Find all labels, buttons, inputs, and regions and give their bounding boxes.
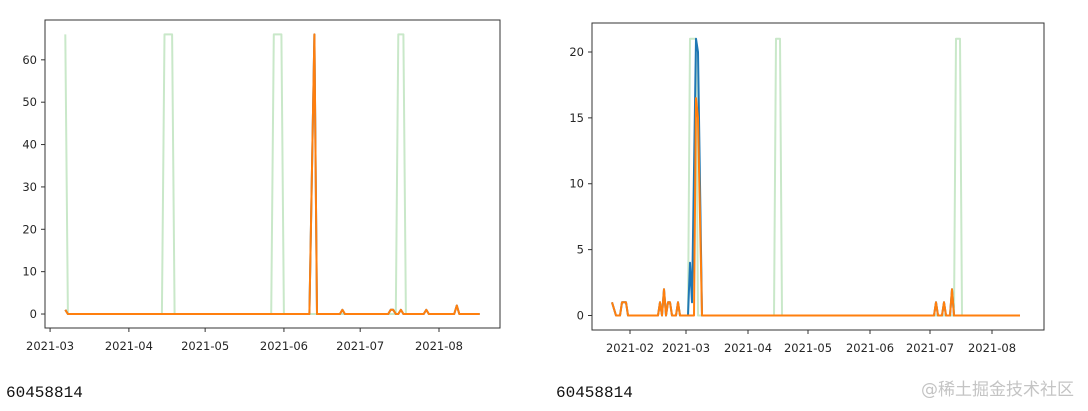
y-tick-label: 50 bbox=[22, 95, 37, 109]
x-tick-label: 2021-02 bbox=[606, 341, 654, 355]
y-tick-label: 5 bbox=[577, 243, 584, 257]
x-tick-label: 2021-03 bbox=[26, 339, 74, 353]
y-tick-label: 10 bbox=[22, 265, 37, 279]
x-tick-label: 2021-08 bbox=[415, 339, 463, 353]
y-tick-label: 30 bbox=[22, 180, 37, 194]
chart-2: 0 5 10 15 20 2021-02 2021-03 2021-04 2021-05 2021… bbox=[569, 22, 1045, 355]
x-tick-label: 2021-05 bbox=[181, 339, 229, 353]
x-tick-label: 2021-07 bbox=[906, 341, 954, 355]
watermark: @稀土掘金技术社区 bbox=[921, 380, 1074, 400]
x-tick-label: 2021-04 bbox=[724, 341, 772, 355]
x-tick-label: 2021-08 bbox=[968, 341, 1016, 355]
y-tick-label: 40 bbox=[22, 138, 37, 152]
x-tick-label: 2021-04 bbox=[105, 339, 153, 353]
series-green-line bbox=[64, 33, 407, 315]
y-tick-label: 10 bbox=[569, 177, 584, 191]
x-tick-label: 2021-07 bbox=[336, 339, 384, 353]
y-tick-label: 15 bbox=[569, 111, 584, 125]
series-green-line bbox=[687, 37, 963, 317]
x-tick-label: 2021-03 bbox=[662, 341, 710, 355]
x-tick-label: 2021-05 bbox=[784, 341, 832, 355]
y-tick-label: 0 bbox=[577, 309, 584, 323]
y-tick-label: 20 bbox=[569, 45, 584, 59]
y-tick-label: 60 bbox=[22, 53, 37, 67]
y-tick-label: 20 bbox=[22, 222, 37, 236]
plot-frame bbox=[44, 19, 501, 329]
x-tick-label: 2021-06 bbox=[846, 341, 894, 355]
chart-1-caption: 60458814 bbox=[6, 384, 83, 402]
series-orange-line bbox=[64, 33, 480, 315]
x-tick-label: 2021-06 bbox=[260, 339, 308, 353]
chart-1: 0 10 20 30 40 50 60 2021-03 2021-04 2021-05 2021-0… bbox=[22, 19, 501, 353]
chart-2-caption: 60458814 bbox=[556, 384, 633, 402]
plot-frame bbox=[591, 22, 1045, 331]
y-tick-label: 0 bbox=[30, 307, 37, 321]
series-orange-line bbox=[611, 97, 1020, 317]
series-blue-line bbox=[611, 37, 1020, 317]
